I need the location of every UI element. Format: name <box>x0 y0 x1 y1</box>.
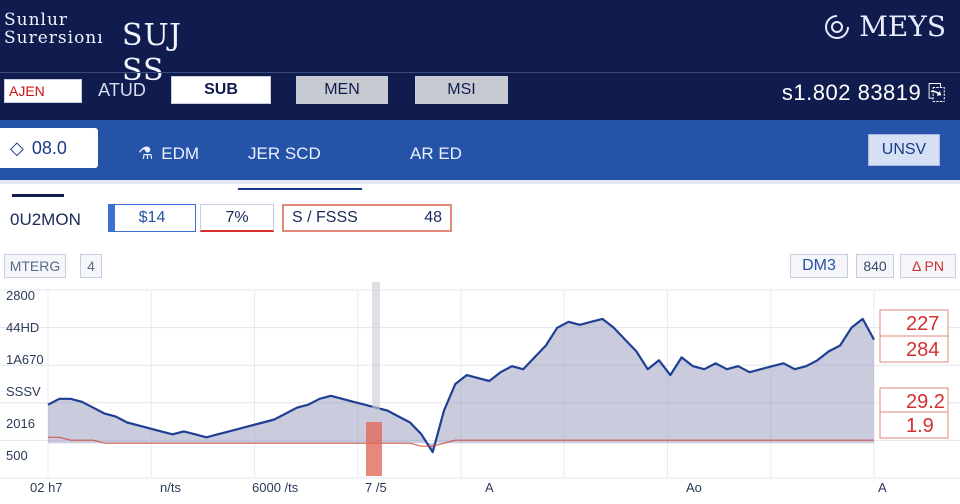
price-tag-label: 29.2 <box>906 391 945 413</box>
y-tick-label: 2016 <box>6 416 35 431</box>
price-tag-box <box>879 335 949 363</box>
tab-msi[interactable]: MSI <box>415 76 508 104</box>
price-tag-label: 227 <box>906 313 939 335</box>
copy-icon[interactable]: ⎘ <box>927 80 946 105</box>
link-ar-ed[interactable]: AR ED <box>410 144 462 163</box>
field-label: 0U2MON <box>10 210 81 229</box>
range-field-left: S / FSSS <box>292 209 358 226</box>
balance-value: s1.802 83819 <box>781 80 922 105</box>
diamond-icon: ◇ <box>10 137 24 158</box>
x-tick-label: 02 h7 <box>30 480 63 495</box>
link-edm[interactable]: ⚗ EDM <box>138 144 199 164</box>
series-area <box>48 318 874 453</box>
toolbar-button-dm3[interactable]: DM3 <box>790 254 848 278</box>
price-chart[interactable]: 2800 44HD 1A670 SSSV 2016 500 02 h7 n/ts 6000 /t… <box>0 282 960 504</box>
unsv-button[interactable]: UNSV <box>868 134 940 166</box>
tab-sub[interactable]: SUB <box>171 76 271 104</box>
x-tick-label: 6000 /ts <box>252 480 299 495</box>
price-tag-label: 284 <box>906 339 939 361</box>
logo-line2: Surersionı <box>4 28 104 48</box>
y-tick-label: 500 <box>6 448 28 463</box>
range-field-right: 48 <box>424 209 442 226</box>
x-tick-label: Ao <box>686 480 702 495</box>
accent-line <box>238 188 362 190</box>
series-line-secondary <box>48 436 874 447</box>
percent-field[interactable]: 7% <box>200 204 274 232</box>
price-tag-label: 1.9 <box>906 415 934 437</box>
y-tick-label: 44HD <box>6 320 39 335</box>
section-divider <box>0 180 960 184</box>
top-divider <box>0 72 960 73</box>
amount-field[interactable]: $14 <box>108 204 196 232</box>
chart-svg: 2800 44HD 1A670 SSSV 2016 500 02 h7 n/ts 6000 /t… <box>0 282 960 495</box>
range-field[interactable]: S / FSSS 48 <box>282 204 452 232</box>
x-tick-label: 7 /5 <box>365 480 387 495</box>
link-edm-label: EDM <box>161 144 200 163</box>
toolbar-button-delta-pn[interactable]: Δ PN <box>900 254 956 278</box>
chart-toolbar: MTERG 4 DM3 840 Δ PN <box>0 252 960 282</box>
brand-name: MEYS <box>859 10 946 43</box>
price-tag-box <box>879 411 949 439</box>
app-logo[interactable]: Sunlur Surersionı SUJ SS <box>4 10 224 88</box>
series-line-main <box>47 317 875 454</box>
search-box[interactable]: ◇ 08.0 <box>0 128 98 168</box>
y-tick-label: SSSV <box>6 384 41 399</box>
spiral-logo-icon <box>825 14 850 39</box>
logo-word: SUJ SS <box>122 18 183 88</box>
volume-spike <box>366 422 382 476</box>
tab-atud[interactable]: ATUD <box>98 79 146 100</box>
y-tick-label: 1A670 <box>6 352 44 367</box>
x-tick-label: A <box>878 480 887 495</box>
logo-line1: Sunlur <box>4 10 69 30</box>
brand[interactable]: MEYS <box>823 10 946 43</box>
secondary-bar <box>0 120 960 180</box>
y-tick-label: 2800 <box>6 288 35 303</box>
accent-line <box>12 194 64 197</box>
toolbar-button-mterg[interactable]: MTERG <box>4 254 66 278</box>
link-jer-scd[interactable]: JER SCD <box>248 144 321 163</box>
field-row: 0U2MON $14 7% S / FSSS 48 <box>0 188 960 244</box>
toolbar-button-840[interactable]: 840 <box>856 254 894 278</box>
tab-men[interactable]: MEN <box>296 76 388 104</box>
flask-icon: ⚗ <box>138 144 154 163</box>
balance-display: s1.802 83819 ⎘ <box>782 80 946 106</box>
tab-ajen[interactable]: AJEN <box>4 79 82 103</box>
x-tick-label: A <box>485 480 494 495</box>
toolbar-button-4[interactable]: 4 <box>80 254 102 278</box>
price-tag-box <box>879 309 949 337</box>
x-tick-label: n/ts <box>160 480 181 495</box>
search-value: 08.0 <box>31 137 67 158</box>
highlight-band <box>372 282 380 422</box>
